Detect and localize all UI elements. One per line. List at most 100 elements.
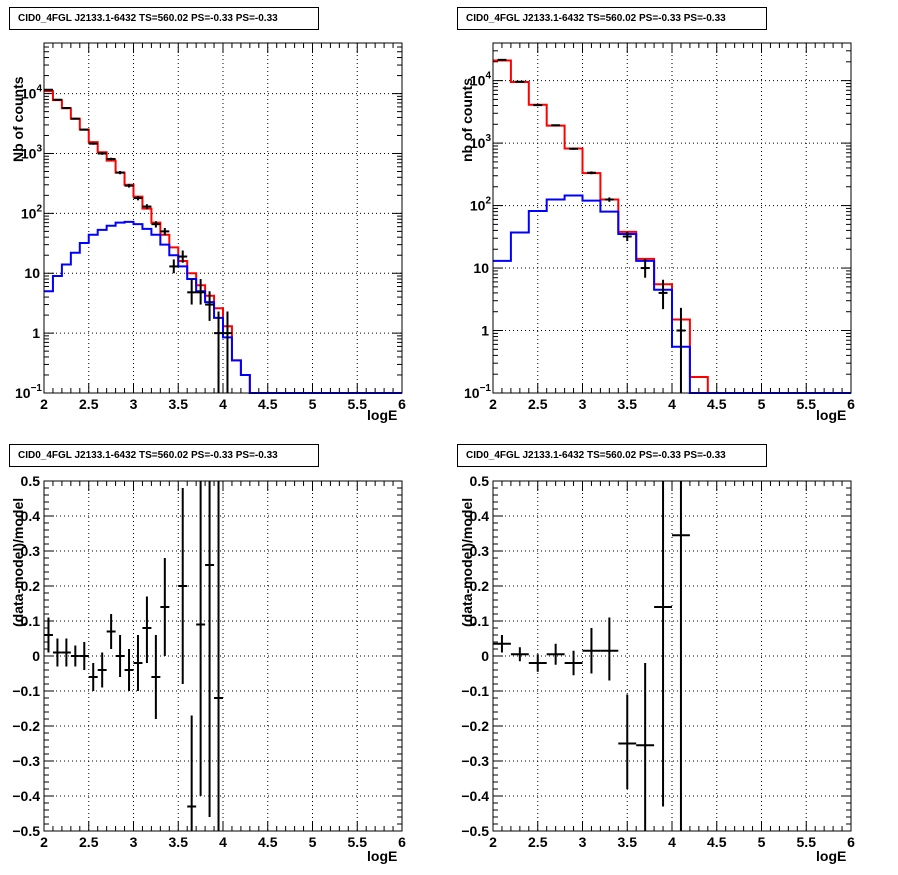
- x-tick-label: 4.5: [258, 396, 278, 412]
- y-tick-label: 1: [481, 323, 489, 339]
- x-axis-label: logE: [816, 407, 847, 423]
- x-tick-label: 3.5: [618, 396, 638, 412]
- x-tick-label: 3.5: [169, 396, 189, 412]
- x-tick-label: 6: [398, 396, 406, 412]
- x-tick-label: 5: [309, 396, 317, 412]
- chart-panel-residual-right: 2 2.5 3 3.5 4 4.5 5 5.5 6 −0.5 −0.4 −0.3 −0.2 −0.1 0 0.…: [449, 437, 898, 874]
- chart-title: CID0_4FGL J2133.1-6432 TS=560.02 PS=-0.3…: [9, 7, 319, 30]
- y-tick-label: 0.3: [21, 543, 41, 559]
- plot-frame: [43, 42, 403, 394]
- y-tick-label: 103: [470, 133, 492, 151]
- x-axis-label: logE: [816, 848, 847, 864]
- y-tick-label: 10: [24, 265, 40, 281]
- x-tick-label: 5.5: [797, 396, 817, 412]
- data-points: [44, 88, 232, 393]
- y-tick-label: 0.2: [21, 578, 41, 594]
- x-tick-label: 5: [758, 396, 766, 412]
- y-tick-label: 0: [32, 648, 40, 664]
- y-axis-label: Nb of counts: [10, 76, 26, 162]
- y-tick-label: 0.5: [21, 473, 41, 489]
- x-tick-label: 4: [219, 396, 227, 412]
- plot-frame: [492, 42, 852, 394]
- x-tick-label: 4: [219, 834, 227, 850]
- y-tick-label: −0.5: [461, 823, 489, 839]
- y-tick-label: −0.5: [12, 823, 40, 839]
- x-tick-label: 5.5: [797, 834, 817, 850]
- y-tick-label: 0.1: [470, 613, 490, 629]
- y-axis-label: (data-model)/model: [459, 497, 475, 627]
- x-tick-label: 5.5: [348, 834, 368, 850]
- x-tick-label: 4: [668, 834, 676, 850]
- y-tick-label: 10: [473, 260, 489, 276]
- plot-svg: 2 2.5 3 3.5 4 4.5 5 5.5 6 −0.5 −0.4 −0.3 −0.2 −0.1 0 0.…: [12, 473, 406, 850]
- x-tick-label: 4.5: [707, 396, 727, 412]
- grid: [493, 481, 851, 831]
- chart-panel-counts-right: 2 2.5 3 3.5 4 4.5 5 5.5 6 10−1 1 10 102 103 104 CID0_4…: [449, 0, 898, 437]
- x-tick-label: 3: [130, 834, 138, 850]
- residual-points: [493, 481, 690, 831]
- y-tick-label: 104: [470, 71, 492, 89]
- grid: [44, 43, 402, 393]
- x-tick-label: 3: [130, 396, 138, 412]
- x-tick-label: 2: [489, 396, 497, 412]
- y-tick-label: 0.4: [21, 508, 41, 524]
- y-tick-label: 102: [21, 203, 43, 221]
- y-tick-label: −0.3: [461, 753, 489, 769]
- y-tick-label: −0.1: [12, 683, 40, 699]
- x-tick-label: 2: [40, 396, 48, 412]
- y-tick-label: 1: [32, 325, 40, 341]
- y-tick-label: 104: [21, 84, 43, 102]
- residual-points: [44, 481, 223, 831]
- chart-title: CID0_4FGL J2133.1-6432 TS=560.02 PS=-0.3…: [457, 7, 767, 30]
- y-tick-label: −0.1: [461, 683, 489, 699]
- chart-panel-residual-left: 2 2.5 3 3.5 4 4.5 5 5.5 6 −0.5 −0.4 −0.3 −0.2 −0.1 0 0.…: [0, 437, 449, 874]
- axis-ticks: [43, 42, 403, 394]
- chart-panel-counts-left: 2 2.5 3 3.5 4 4.5 5 5.5 6 10−1 1 10 102 103 104 CID0_4…: [0, 0, 449, 437]
- y-tick-label: −0.4: [461, 788, 489, 804]
- y-tick-label: 0: [481, 648, 489, 664]
- x-tick-label: 2.5: [79, 396, 99, 412]
- y-tick-label: 102: [470, 196, 492, 214]
- x-tick-label: 4.5: [707, 834, 727, 850]
- y-tick-label: −0.3: [12, 753, 40, 769]
- y-tick-label: −0.4: [12, 788, 40, 804]
- x-tick-label: 5: [309, 834, 317, 850]
- x-tick-label: 4.5: [258, 834, 278, 850]
- x-tick-label: 3.5: [618, 834, 638, 850]
- x-tick-label: 2: [489, 834, 497, 850]
- y-tick-label: 0.5: [470, 473, 490, 489]
- x-tick-label: 2: [40, 834, 48, 850]
- data-points: [497, 58, 686, 393]
- y-axis-label: (data-model)/model: [10, 497, 26, 627]
- y-tick-label: 10−1: [464, 383, 491, 401]
- y-tick-label: 0.1: [21, 613, 41, 629]
- y-tick-label: 0.3: [470, 543, 490, 559]
- x-axis-label: logE: [367, 407, 398, 423]
- x-tick-label: 6: [847, 396, 855, 412]
- y-axis-label: nb of counts: [459, 78, 475, 162]
- axis-ticks: [43, 480, 403, 832]
- x-tick-label: 2.5: [79, 834, 99, 850]
- x-tick-label: 2.5: [528, 396, 548, 412]
- x-tick-label: 4: [668, 396, 676, 412]
- x-tick-label: 5.5: [348, 396, 368, 412]
- y-tick-label: 103: [21, 143, 43, 161]
- x-axis-label: logE: [367, 848, 398, 864]
- x-tick-label: 6: [847, 834, 855, 850]
- chart-title: CID0_4FGL J2133.1-6432 TS=560.02 PS=-0.3…: [9, 444, 319, 467]
- plot-svg: 2 2.5 3 3.5 4 4.5 5 5.5 6 10−1 1 10 102 103 104: [15, 42, 406, 412]
- x-tick-label: 3: [579, 396, 587, 412]
- x-tick-label: 6: [398, 834, 406, 850]
- plot-svg: 2 2.5 3 3.5 4 4.5 5 5.5 6 −0.5 −0.4 −0.3 −0.2 −0.1 0 0.…: [461, 473, 855, 850]
- plot-svg: 2 2.5 3 3.5 4 4.5 5 5.5 6 10−1 1 10 102 103 104: [464, 42, 855, 412]
- y-tick-label: −0.2: [461, 718, 489, 734]
- x-tick-label: 2.5: [528, 834, 548, 850]
- grid: [44, 481, 402, 831]
- y-tick-label: 0.4: [470, 508, 490, 524]
- x-tick-label: 3: [579, 834, 587, 850]
- plot-frame: [43, 480, 403, 832]
- y-tick-label: 0.2: [470, 578, 490, 594]
- x-tick-label: 5: [758, 834, 766, 850]
- y-tick-label: −0.2: [12, 718, 40, 734]
- y-tick-label: 10−1: [15, 383, 42, 401]
